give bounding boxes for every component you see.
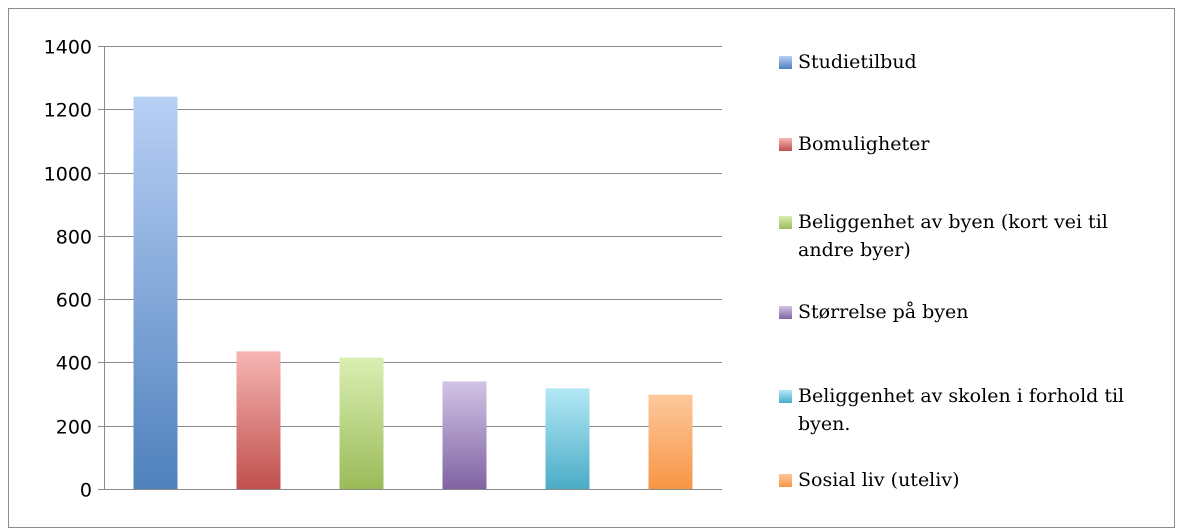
legend-swatch <box>779 138 792 151</box>
bar-5 <box>545 388 590 489</box>
y-tick-label: 1400 <box>44 37 92 59</box>
chart-legend: Studietilbud Bomuligheter Beliggenhet av… <box>779 0 1159 515</box>
legend-item-storrelse: Størrelse på byen <box>779 298 1149 326</box>
y-tick-label: 1000 <box>44 164 92 186</box>
bar-4 <box>442 381 487 489</box>
legend-label: Bomuligheter <box>798 133 930 155</box>
bar-1 <box>133 96 178 489</box>
y-tick-label: 600 <box>56 290 92 312</box>
y-tick-label: 200 <box>56 417 92 439</box>
chart-frame <box>8 8 1175 528</box>
bar-6 <box>648 394 693 489</box>
legend-item-beliggenhet-skolen: Beliggenhet av skolen i forhold til byen… <box>779 382 1149 438</box>
legend-swatch <box>779 474 792 487</box>
bar-3 <box>339 357 384 489</box>
bar-chart: 0 200 400 600 800 1000 1200 1400 <box>44 37 722 502</box>
legend-swatch <box>779 216 792 229</box>
y-tick-label: 800 <box>56 227 92 249</box>
legend-item-beliggenhet-byen: Beliggenhet av byen (kort vei til andre … <box>779 208 1149 264</box>
bar-2 <box>236 351 281 489</box>
legend-label: Sosial liv (uteliv) <box>798 469 960 491</box>
legend-item-sosial-liv: Sosial liv (uteliv) <box>779 466 1149 494</box>
y-tick-label: 0 <box>80 480 92 502</box>
legend-swatch <box>779 390 792 403</box>
legend-item-bomuligheter: Bomuligheter <box>779 130 1149 158</box>
legend-swatch <box>779 306 792 319</box>
y-tick-label: 400 <box>56 353 92 375</box>
legend-swatch <box>779 56 792 69</box>
y-tick-label: 1200 <box>44 100 92 122</box>
legend-label: Studietilbud <box>798 51 917 73</box>
legend-label: Størrelse på byen <box>798 301 969 323</box>
legend-item-studietilbud: Studietilbud <box>779 48 1149 76</box>
legend-label: Beliggenhet av byen (kort vei til andre … <box>798 211 1108 261</box>
legend-label: Beliggenhet av skolen i forhold til byen… <box>798 385 1125 435</box>
